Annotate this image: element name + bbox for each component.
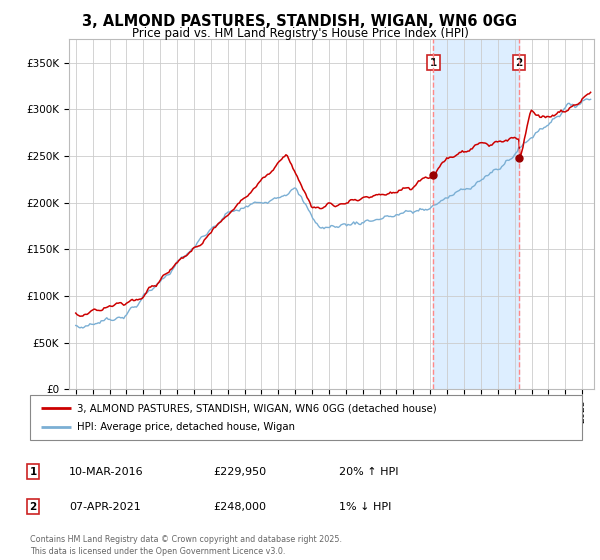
Text: HPI: Average price, detached house, Wigan: HPI: Average price, detached house, Wiga… [77, 422, 295, 432]
Bar [433, 39, 519, 389]
Text: 3, ALMOND PASTURES, STANDISH, WIGAN, WN6 0GG (detached house): 3, ALMOND PASTURES, STANDISH, WIGAN, WN6… [77, 403, 437, 413]
Text: £229,950: £229,950 [213, 466, 266, 477]
Text: £248,000: £248,000 [213, 502, 266, 512]
Text: 20% ↑ HPI: 20% ↑ HPI [339, 466, 398, 477]
Text: 1% ↓ HPI: 1% ↓ HPI [339, 502, 391, 512]
Text: Contains HM Land Registry data © Crown copyright and database right 2025.
This d: Contains HM Land Registry data © Crown c… [30, 535, 342, 556]
Text: 2: 2 [29, 502, 37, 512]
Text: 10-MAR-2016: 10-MAR-2016 [69, 466, 143, 477]
Text: 3, ALMOND PASTURES, STANDISH, WIGAN, WN6 0GG: 3, ALMOND PASTURES, STANDISH, WIGAN, WN6… [82, 14, 518, 29]
Text: 1: 1 [430, 58, 437, 68]
Text: 2: 2 [515, 58, 523, 68]
Text: 1: 1 [29, 466, 37, 477]
Text: 07-APR-2021: 07-APR-2021 [69, 502, 141, 512]
Text: Price paid vs. HM Land Registry's House Price Index (HPI): Price paid vs. HM Land Registry's House … [131, 27, 469, 40]
